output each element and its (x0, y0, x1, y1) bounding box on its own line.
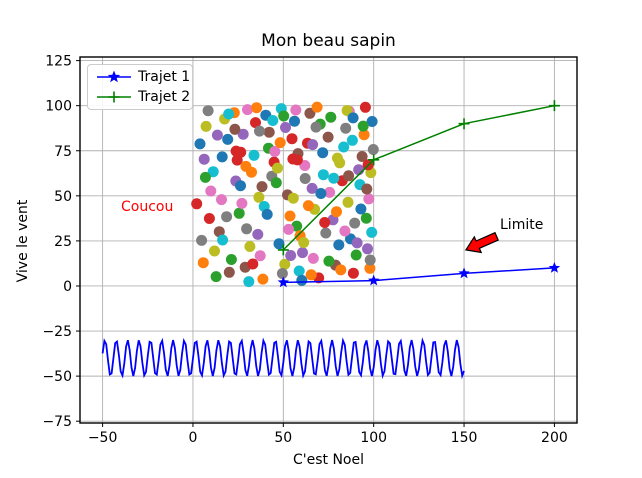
limite-arrow-icon (464, 231, 499, 254)
annotation-limite: Limite (500, 217, 544, 233)
grid-lines (80, 57, 577, 423)
x-tick-label: 100 (360, 430, 387, 446)
trajet-2-line (277, 100, 560, 256)
axes-frame: −50 0 50 100 150 200 −75 −50 −25 0 25 50 75 100 125 (42, 54, 578, 446)
y-tick-label: −50 (42, 369, 72, 385)
x-tick-label: 200 (541, 430, 568, 446)
y-tick-label: 50 (54, 189, 72, 205)
y-tick-label: 125 (45, 54, 72, 70)
legend-label: Trajet 1 (138, 69, 191, 85)
legend: Trajet 1 Trajet 2 (87, 64, 193, 110)
y-tick-label: −75 (42, 414, 72, 430)
legend-entry-trajet-1: Trajet 1 (88, 67, 192, 87)
y-tick-label: 100 (45, 99, 72, 115)
x-tick-label: −50 (88, 430, 118, 446)
x-tick-label: 0 (188, 430, 197, 446)
y-tick-label: 0 (63, 279, 72, 295)
y-axis-label: Vive le vent (15, 199, 31, 283)
legend-label: Trajet 2 (138, 89, 191, 105)
line-plus-icon (97, 91, 131, 103)
legend-entry-trajet-2: Trajet 2 (88, 87, 192, 107)
wave-line (101, 337, 465, 380)
line-star-icon (97, 70, 131, 83)
scatter-group (191, 101, 379, 288)
chart-title: Mon beau sapin (261, 31, 396, 51)
y-tick-label: 25 (54, 234, 72, 250)
x-tick-label: 50 (274, 430, 292, 446)
y-tick-label: −25 (42, 324, 72, 340)
trajet-1-line (277, 261, 561, 288)
x-axis-label: C'est Noel (292, 452, 364, 468)
y-tick-label: 75 (54, 144, 72, 160)
x-tick-label: 150 (451, 430, 478, 446)
annotation-arrow (464, 231, 499, 254)
annotation-coucou: Coucou (121, 199, 174, 215)
